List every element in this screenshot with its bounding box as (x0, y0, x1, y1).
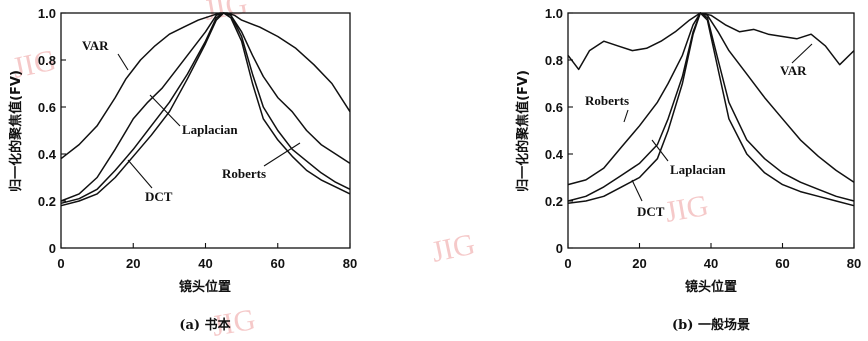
x-tick-label: 0 (57, 256, 64, 271)
series-line-roberts (60, 12, 351, 202)
annotation-pointer (149, 94, 181, 127)
y-tick-label: 1.0 (545, 6, 563, 21)
y-tick-label: 0.4 (38, 147, 57, 162)
annotation-pointer (623, 109, 629, 123)
annotation-pointer (631, 179, 643, 202)
y-tick-label: 0.6 (545, 100, 563, 115)
x-axis-label: 镜头位置 (685, 279, 737, 295)
x-tick-label: 60 (775, 256, 789, 271)
x-tick-label: 80 (847, 256, 861, 271)
x-tick-label: 80 (343, 256, 357, 271)
panel-caption: (b) 一般场景 (672, 317, 750, 333)
x-tick-label: 40 (198, 256, 212, 271)
chart-panel-a: 0 20 40 60 80 0 0.2 0.4 0.6 0.8 1.0 VAR Laplacian Ro… (8, 6, 357, 333)
y-tick-label: 0.8 (545, 53, 563, 68)
x-tick-label: 60 (271, 256, 285, 271)
series-line-laplacian (567, 12, 855, 202)
y-tick-label: 1.0 (38, 6, 56, 21)
series-label-laplacian: Laplacian (182, 122, 238, 137)
series-label-dct: DCT (637, 204, 665, 219)
series-label-roberts: Roberts (585, 93, 629, 108)
x-tick-label: 20 (126, 256, 140, 271)
annotation-pointer (263, 142, 301, 167)
x-tick-label: 0 (564, 256, 571, 271)
y-tick-label: 0.2 (545, 194, 563, 209)
series-label-roberts: Roberts (222, 166, 266, 181)
y-tick-label: 0 (556, 241, 563, 256)
annotation-pointer (651, 139, 669, 162)
y-tick-label: 0.4 (545, 147, 564, 162)
series-line-var (60, 12, 351, 160)
series-label-var: VAR (780, 63, 807, 78)
panel-caption: (a) 书本 (179, 317, 230, 333)
x-tick-label: 40 (704, 256, 718, 271)
series-label-dct: DCT (145, 189, 173, 204)
x-axis-label: 镜头位置 (179, 279, 231, 295)
y-axis-label: 归一化的聚焦值(FV) (8, 70, 24, 192)
series-line-dct (567, 12, 855, 207)
watermark-text: JIG (209, 303, 257, 341)
series-label-var: VAR (82, 38, 109, 53)
chart-panel-b: 0 20 40 60 80 0 0.2 0.4 0.6 0.8 1.0 Roberts VAR Lapl… (515, 6, 861, 333)
watermark-text: JIG (662, 189, 710, 229)
series-label-laplacian: Laplacian (670, 162, 726, 177)
y-axis-label: 归一化的聚焦值(FV) (515, 70, 531, 192)
annotation-pointer (117, 53, 129, 71)
series-line-roberts (567, 12, 855, 186)
annotation-pointer (791, 43, 813, 64)
annotation-pointer (127, 159, 153, 189)
y-tick-label: 0.2 (38, 194, 56, 209)
y-tick-label: 0.6 (38, 100, 56, 115)
y-tick-label: 0 (49, 241, 56, 256)
x-tick-label: 20 (632, 256, 646, 271)
watermark-text: JIG (429, 228, 478, 269)
plot-frame (567, 12, 855, 249)
y-tick-label: 0.8 (38, 53, 56, 68)
